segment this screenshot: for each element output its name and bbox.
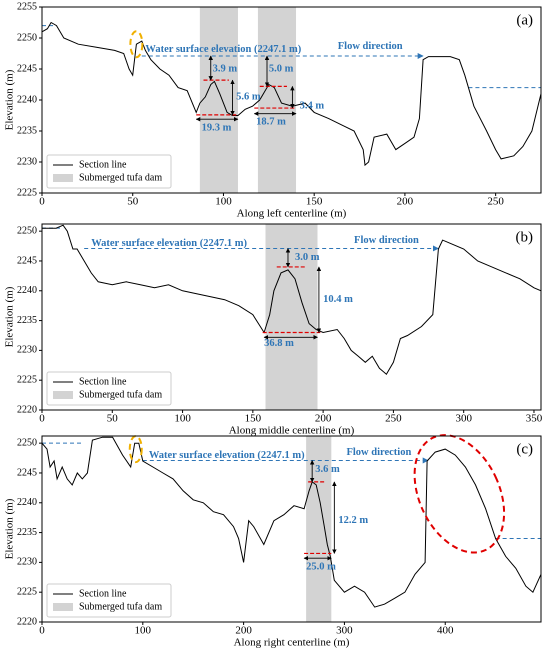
measure-label: 5.6 m <box>236 91 261 102</box>
x-tick-label: 50 <box>127 196 139 208</box>
y-tick-label: 2240 <box>17 94 37 105</box>
y-tick-label: 2255 <box>17 1 37 12</box>
water-label: Water surface elevation (2247.1 m) <box>91 238 247 249</box>
x-tick-label: 100 <box>135 625 152 637</box>
x-axis-label: Along middle centerline (m) <box>229 425 355 437</box>
panel-label: (a) <box>516 12 533 28</box>
highlight-ellipse <box>129 30 144 59</box>
legend-label: Section line <box>79 588 127 599</box>
legend-swatch <box>53 174 73 182</box>
y-tick-label: 2225 <box>17 586 37 597</box>
plot-frame <box>41 435 542 623</box>
y-tick-label: 2245 <box>17 63 37 74</box>
x-tick-label: 0 <box>39 196 45 208</box>
legend-box <box>46 583 172 618</box>
measure-label: 3.0 m <box>295 252 320 263</box>
measure-label: 18.7 m <box>256 117 286 128</box>
water-label: Water surface elevation (2247.1 m) <box>145 44 301 55</box>
measure-label: 25.0 m <box>306 562 336 573</box>
x-tick-label: 300 <box>455 413 472 425</box>
section-line <box>42 21 541 167</box>
y-tick-label: 2240 <box>17 497 37 508</box>
legend-label: Submerged tufa dam <box>79 389 162 400</box>
panel: 3.9 m 5.6 m 19.3 m 5.0 m 3.4 m 18.7 m Water su… <box>4 1 542 220</box>
measure-label: 5.0 m <box>269 63 294 74</box>
x-tick-label: 0 <box>39 413 45 425</box>
legend-label: Section line <box>79 159 127 170</box>
flow-label: Flow direction <box>346 447 411 458</box>
y-tick-label: 2235 <box>17 527 37 538</box>
dam-span <box>257 7 297 193</box>
y-tick-label: 2230 <box>17 345 37 356</box>
x-tick-label: 100 <box>215 196 232 208</box>
measure-label: 3.6 m <box>315 464 340 475</box>
y-tick-label: 2220 <box>17 404 37 415</box>
y-tick-label: 2245 <box>17 467 37 478</box>
legend-label: Section line <box>79 376 127 387</box>
y-tick-label: 2250 <box>17 32 37 43</box>
y-tick-label: 2240 <box>17 285 37 296</box>
x-tick-label: 300 <box>336 625 353 637</box>
legend-label: Submerged tufa dam <box>79 601 162 612</box>
y-tick-label: 2225 <box>17 187 37 198</box>
measure-label: 12.2 m <box>338 515 368 526</box>
x-tick-label: 150 <box>245 413 262 425</box>
x-tick-label: 200 <box>235 625 252 637</box>
legend-swatch <box>53 603 73 611</box>
y-tick-label: 2230 <box>17 557 37 568</box>
legend-box <box>46 371 172 406</box>
x-tick-label: 100 <box>174 413 191 425</box>
plot-frame <box>41 223 542 411</box>
y-tick-label: 2245 <box>17 255 37 266</box>
dam-span <box>265 224 318 410</box>
y-tick-label: 2250 <box>17 437 37 448</box>
legend-swatch <box>53 391 73 399</box>
x-tick-label: 200 <box>315 413 332 425</box>
x-tick-label: 350 <box>526 413 543 425</box>
x-axis-label: Along right centerline (m) <box>234 637 350 649</box>
y-tick-label: 2230 <box>17 156 37 167</box>
measure-label: 10.4 m <box>323 294 353 305</box>
x-axis-label: Along left centerline (m) <box>237 208 347 220</box>
water-label: Water surface elevation (2247.1 m) <box>149 450 305 461</box>
y-axis-label: Elevation (m) <box>4 286 16 347</box>
panel-label: (c) <box>516 441 533 457</box>
x-tick-label: 0 <box>39 625 45 637</box>
y-tick-label: 2250 <box>17 225 37 236</box>
y-axis-label: Elevation (m) <box>4 498 16 559</box>
measure-label: 36.8 m <box>264 338 294 349</box>
panel: 3.0 m 10.4 m 36.8 m Water surface elevation… <box>4 223 543 437</box>
x-tick-label: 150 <box>306 196 323 208</box>
measure-label: 3.4 m <box>300 101 325 112</box>
legend-label: Submerged tufa dam <box>79 172 162 183</box>
y-tick-label: 2235 <box>17 315 37 326</box>
section-line <box>42 224 541 375</box>
x-tick-label: 50 <box>107 413 119 425</box>
x-tick-label: 200 <box>397 196 414 208</box>
highlight-ellipse <box>413 434 506 554</box>
section-line <box>42 436 541 608</box>
flow-label: Flow direction <box>338 41 403 52</box>
measure-label: 3.9 m <box>213 63 238 74</box>
y-axis-label: Elevation (m) <box>4 69 16 130</box>
legend-box <box>46 154 172 189</box>
y-tick-label: 2225 <box>17 374 37 385</box>
panel-label: (b) <box>516 229 534 245</box>
y-tick-label: 2220 <box>17 616 37 627</box>
x-tick-label: 250 <box>385 413 402 425</box>
y-tick-label: 2235 <box>17 125 37 136</box>
x-tick-label: 400 <box>437 625 454 637</box>
panel: 3.6 m 12.2 m 25.0 m Water surface elevation… <box>4 434 542 649</box>
flow-label: Flow direction <box>354 235 419 246</box>
measure-label: 19.3 m <box>202 122 232 133</box>
x-tick-label: 250 <box>487 196 504 208</box>
